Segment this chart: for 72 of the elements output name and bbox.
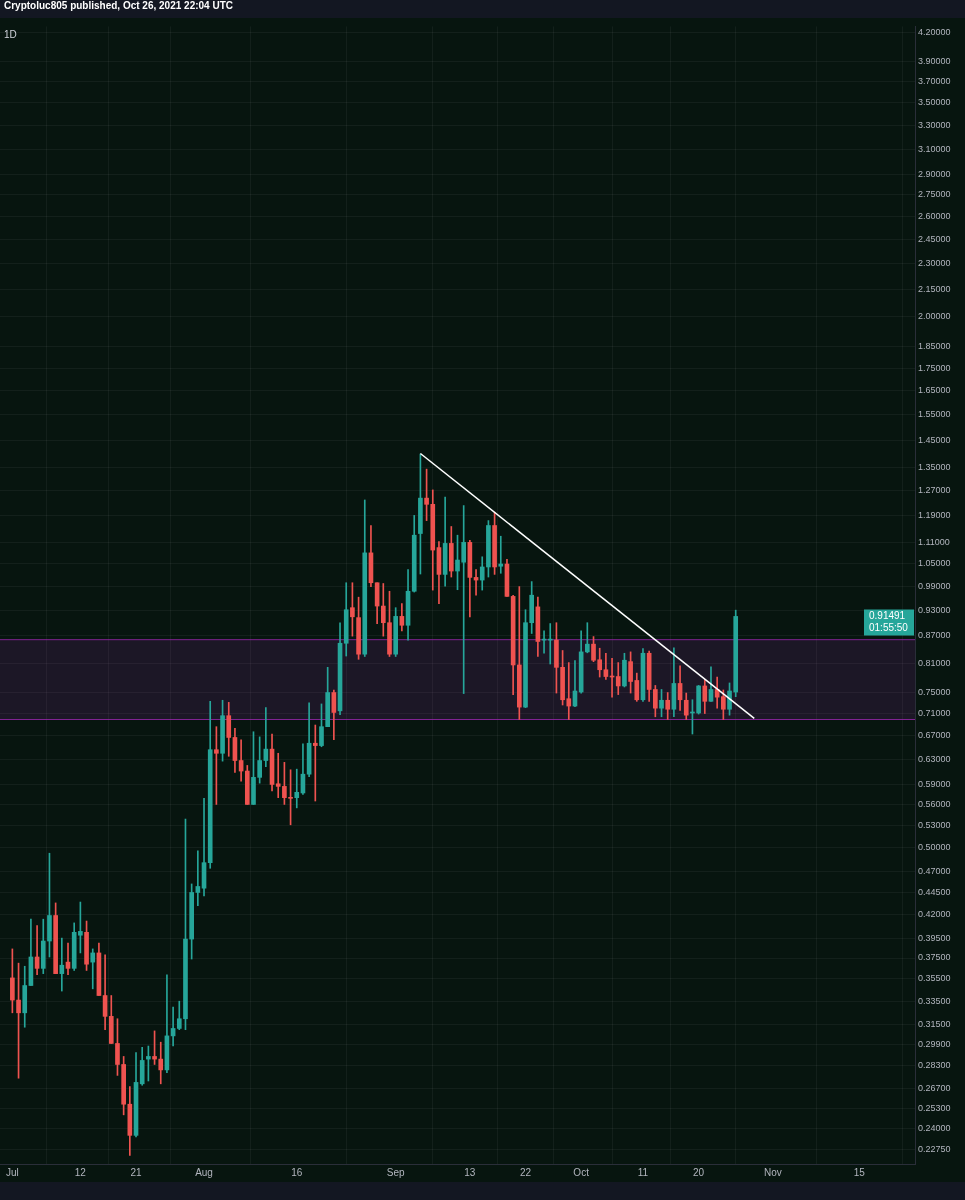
y-tick-label: 0.44500	[918, 886, 951, 897]
y-tick-label: 3.30000	[918, 119, 951, 130]
y-tick-label: 0.93000	[918, 604, 951, 615]
y-tick-label: 0.37500	[918, 952, 951, 963]
y-tick-label: 2.00000	[918, 311, 951, 322]
y-tick-label: 1.11000	[918, 536, 950, 547]
x-tick-label: Aug	[195, 1166, 213, 1178]
x-tick-label: 11	[637, 1166, 649, 1178]
y-tick-label: 0.29900	[918, 1039, 951, 1050]
y-tick-label: 3.70000	[918, 75, 951, 86]
y-tick-label: 1.55000	[918, 408, 951, 419]
y-tick-label: 0.53000	[918, 819, 951, 830]
x-tick-label: Jul	[5, 1166, 19, 1178]
y-tick-label: 0.22750	[918, 1143, 951, 1154]
y-tick-label: 0.99000	[918, 580, 951, 591]
y-tick-label: 1.75000	[918, 362, 951, 373]
x-tick-label: Oct	[573, 1166, 590, 1178]
y-tick-label: 4.20000	[918, 27, 951, 38]
y-tick-label: 2.90000	[918, 169, 951, 180]
y-tick-label: 0.67000	[918, 730, 951, 741]
candlestick	[294, 768, 300, 809]
y-tick-label: 1.35000	[918, 461, 951, 472]
y-tick-label: 0.75000	[918, 687, 951, 698]
x-tick-label: 22	[519, 1166, 532, 1178]
y-tick-label: 0.71000	[918, 708, 951, 719]
x-tick-label: 16	[291, 1166, 303, 1178]
y-tick-label: 0.31500	[918, 1019, 951, 1030]
y-tick-label: 2.15000	[918, 283, 951, 294]
y-tick-label: 0.33500	[918, 995, 951, 1006]
y-tick-label: 1.85000	[918, 341, 951, 352]
y-tick-label: 0.50000	[918, 842, 951, 853]
y-tick-label: 0.47000	[918, 866, 951, 877]
x-tick-label: 13	[464, 1166, 476, 1178]
y-tick-label: 0.63000	[918, 753, 951, 764]
x-tick-label: 20	[693, 1166, 705, 1178]
y-tick-label: 0.39500	[918, 932, 951, 943]
y-tick-label: 1.19000	[918, 510, 951, 521]
candlestick	[59, 937, 65, 992]
x-tick-label: Nov	[763, 1166, 782, 1178]
y-tick-label: 1.05000	[918, 558, 951, 569]
y-tick-label: 3.90000	[918, 55, 951, 66]
x-tick-label: Sep	[386, 1166, 406, 1178]
y-tick-label: 3.10000	[918, 143, 951, 154]
y-tick-label: 1.27000	[918, 485, 951, 496]
y-tick-label: 0.87000	[918, 630, 951, 641]
y-tick-label: 2.60000	[918, 210, 951, 221]
y-tick-label: 2.45000	[918, 233, 951, 244]
y-tick-label: 0.81000	[918, 657, 951, 668]
x-tick-label: 15	[853, 1166, 866, 1178]
y-tick-label: 1.65000	[918, 385, 951, 396]
x-tick-label: 12	[74, 1166, 87, 1178]
y-tick-label: 2.75000	[918, 189, 951, 200]
y-tick-label: 0.28300	[918, 1060, 951, 1071]
y-tick-label: 0.56000	[918, 798, 951, 809]
y-tick-label: 0.35500	[918, 973, 951, 984]
y-tick-label: 0.59000	[918, 778, 951, 789]
y-tick-label: 0.26700	[918, 1082, 951, 1093]
text: Cryptoluc805 published, Oct 26, 2021 22:04 UTC	[0, 0, 965, 18]
y-tick-label: 2.30000	[918, 257, 951, 268]
chart-title: 1D	[4, 29, 17, 41]
y-tick-label: 0.42000	[918, 909, 951, 920]
annotation: 01:55:50	[869, 622, 909, 634]
x-tick-label: 21	[130, 1166, 143, 1178]
y-tick-label: 0.25300	[918, 1103, 951, 1114]
y-tick-label: 3.50000	[918, 97, 951, 108]
candlestick	[195, 850, 201, 906]
annotation: 0.91491	[869, 610, 906, 622]
candlestick	[312, 724, 318, 802]
y-tick-label: 1.45000	[918, 434, 951, 445]
candlestick	[498, 535, 504, 574]
candlestick	[90, 948, 96, 990]
y-tick-label: 0.24000	[918, 1123, 951, 1134]
